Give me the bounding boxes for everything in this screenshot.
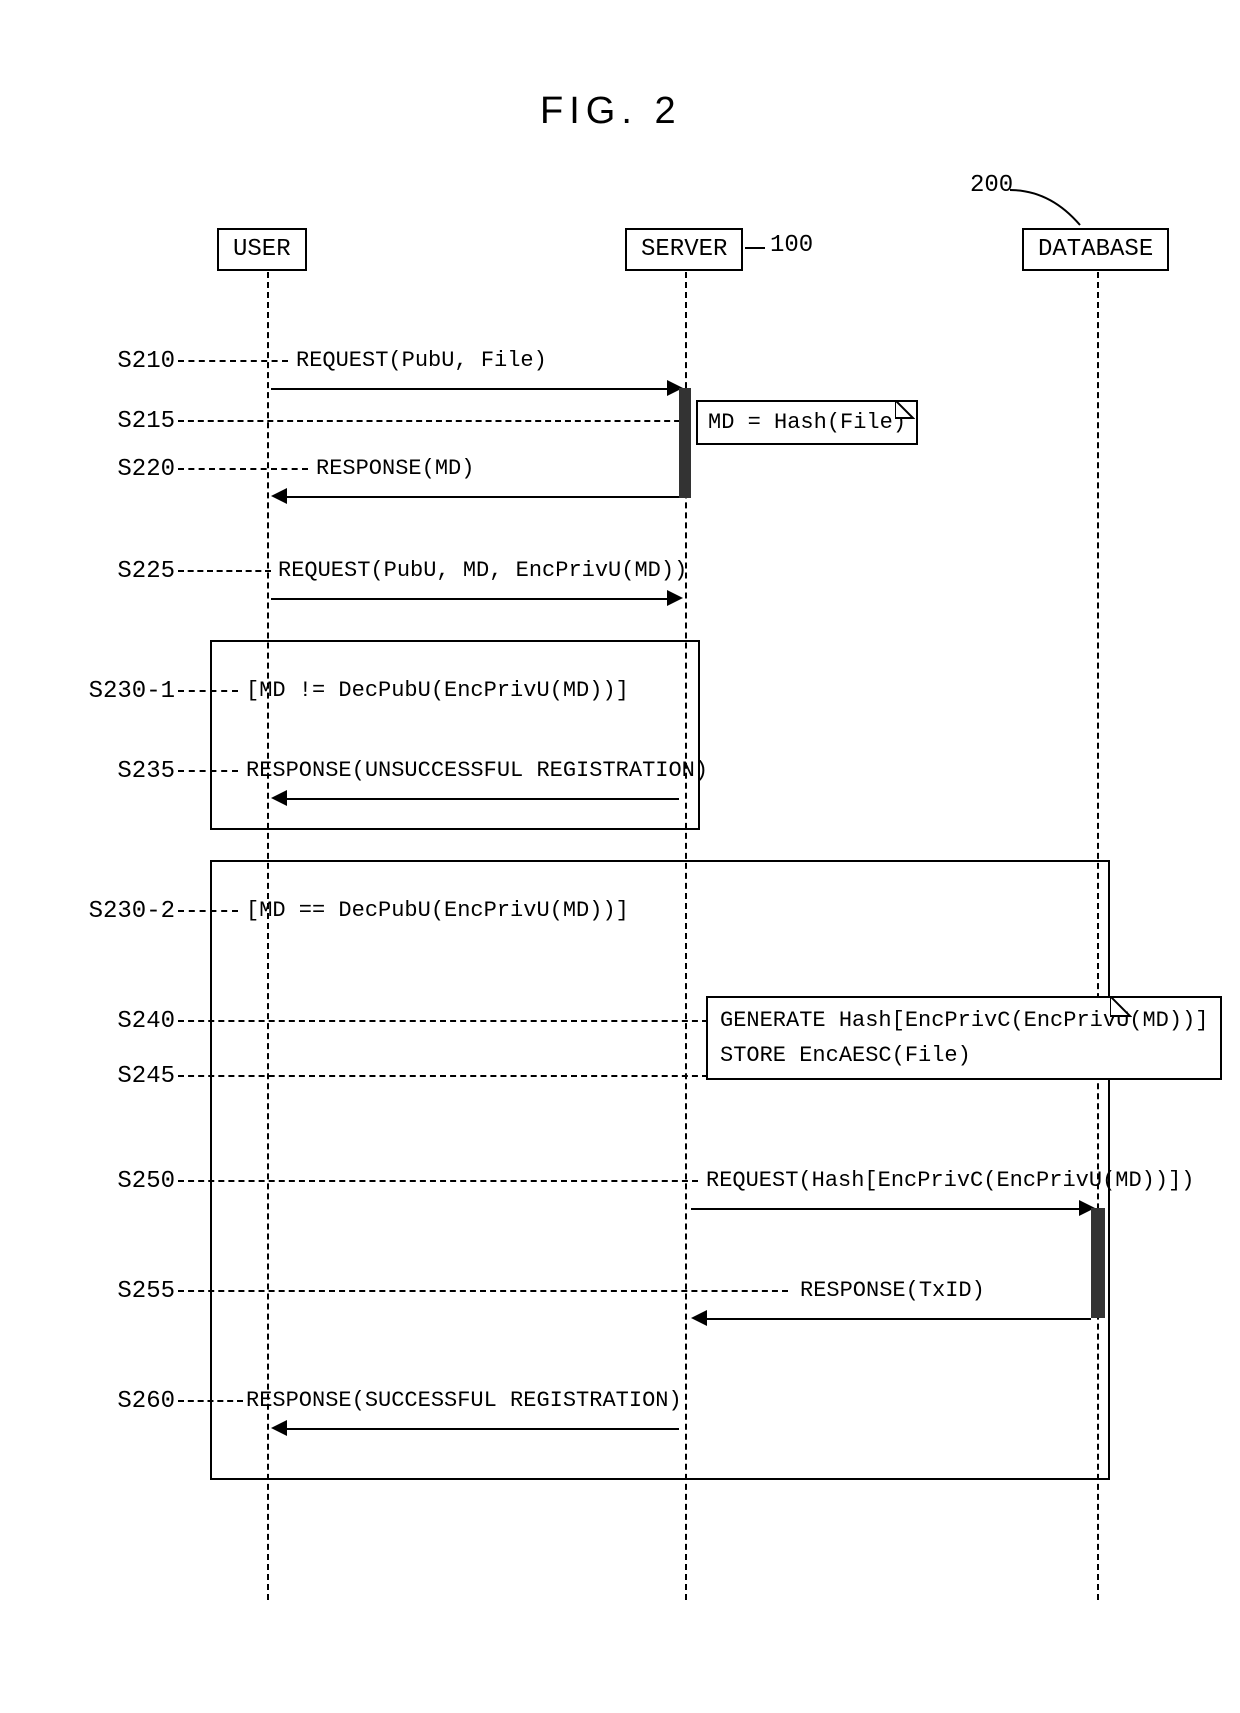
msg-s230-2: [MD == DecPubU(EncPrivU(MD))] xyxy=(246,898,629,923)
arrow-s255-head xyxy=(691,1310,707,1326)
ref-database-connector xyxy=(1010,185,1090,235)
msg-s260: RESPONSE(SUCCESSFUL REGISTRATION) xyxy=(246,1388,682,1413)
actor-user: USER xyxy=(217,228,307,271)
note-s240-text: GENERATE Hash[EncPrivC(EncPrivU(MD))] xyxy=(720,1008,1208,1033)
arrow-s225-head xyxy=(667,590,683,606)
leader-s225 xyxy=(178,570,271,572)
arrow-s220-line xyxy=(285,496,679,498)
step-s230-2: S230-2 xyxy=(85,898,175,925)
note-s215-corner xyxy=(895,400,915,420)
msg-s235: RESPONSE(UNSUCCESSFUL REGISTRATION) xyxy=(246,758,708,783)
activation-database-1 xyxy=(1091,1208,1105,1318)
note-s240-s245: GENERATE Hash[EncPrivC(EncPrivU(MD))] ST… xyxy=(706,996,1222,1080)
step-s255: S255 xyxy=(105,1278,175,1305)
arrow-s210-line xyxy=(271,388,679,390)
msg-s225: REQUEST(PubU, MD, EncPrivU(MD)) xyxy=(278,558,687,583)
step-s245: S245 xyxy=(105,1063,175,1090)
arrow-s260-head xyxy=(271,1420,287,1436)
step-s210: S210 xyxy=(105,348,175,375)
actor-server: SERVER xyxy=(625,228,743,271)
actor-database-label: DATABASE xyxy=(1038,236,1153,263)
step-s225: S225 xyxy=(105,558,175,585)
arrow-s235-head xyxy=(271,790,287,806)
activation-server-1 xyxy=(679,388,691,498)
actor-server-label: SERVER xyxy=(641,236,727,263)
step-s240: S240 xyxy=(105,1008,175,1035)
step-s220: S220 xyxy=(105,456,175,483)
arrow-s255-line xyxy=(705,1318,1091,1320)
note-s245-text: STORE EncAESC(File) xyxy=(720,1043,1208,1068)
leader-s220 xyxy=(178,468,308,470)
step-s235: S235 xyxy=(105,758,175,785)
arrow-s250-line xyxy=(691,1208,1081,1210)
msg-s250: REQUEST(Hash[EncPrivC(EncPrivU(MD))]) xyxy=(706,1168,1194,1193)
actor-user-label: USER xyxy=(233,236,291,263)
note-s215-text: MD = Hash(File) xyxy=(708,410,906,435)
msg-s220: RESPONSE(MD) xyxy=(316,456,474,481)
arrow-s235-line xyxy=(285,798,679,800)
leader-s210 xyxy=(178,360,288,362)
step-s230-1: S230-1 xyxy=(85,678,175,705)
step-s250: S250 xyxy=(105,1168,175,1195)
leader-s215 xyxy=(178,420,690,422)
ref-server-connector xyxy=(745,240,770,260)
arrow-s220-head xyxy=(271,488,287,504)
note-s215: MD = Hash(File) xyxy=(696,400,918,445)
ref-database-200: 200 xyxy=(970,172,1013,199)
msg-s255: RESPONSE(TxID) xyxy=(800,1278,985,1303)
step-s260: S260 xyxy=(105,1388,175,1415)
note-s240-corner xyxy=(1110,996,1132,1018)
msg-s230-1: [MD != DecPubU(EncPrivU(MD))] xyxy=(246,678,629,703)
step-s215: S215 xyxy=(105,408,175,435)
ref-server-100: 100 xyxy=(770,232,813,259)
figure-title: FIG. 2 xyxy=(540,90,682,133)
msg-s210: REQUEST(PubU, File) xyxy=(296,348,547,373)
arrow-s260-line xyxy=(285,1428,679,1430)
arrow-s225-line xyxy=(271,598,679,600)
